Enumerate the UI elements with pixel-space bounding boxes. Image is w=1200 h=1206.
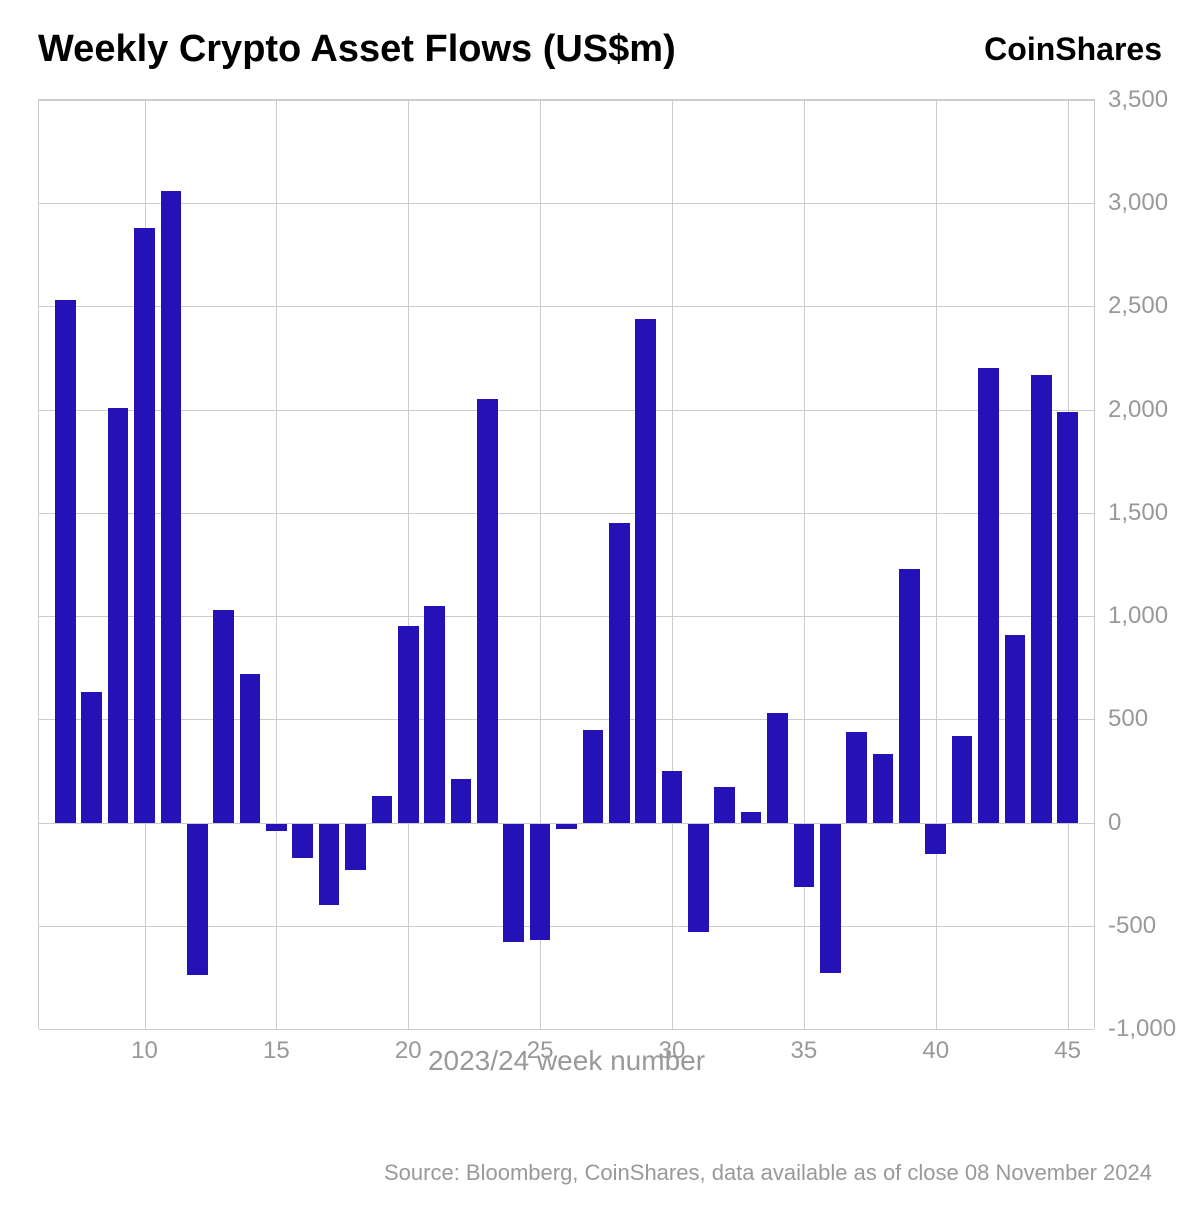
bar — [978, 368, 999, 822]
bar — [292, 823, 313, 858]
bar — [319, 823, 340, 906]
bar — [424, 606, 445, 823]
gridline-vertical — [672, 100, 673, 1029]
bar — [81, 692, 102, 822]
bar — [873, 754, 894, 822]
x-tick-label: 25 — [527, 1029, 554, 1065]
bar — [714, 787, 735, 822]
bar — [530, 823, 551, 941]
y-tick-label: 1,500 — [1094, 499, 1168, 527]
y-tick-label: 2,000 — [1094, 396, 1168, 424]
gridline-vertical — [936, 100, 937, 1029]
bar — [846, 732, 867, 823]
bar — [1057, 412, 1078, 823]
bar — [662, 771, 683, 823]
y-tick-label: -1,000 — [1094, 1015, 1176, 1043]
bar — [820, 823, 841, 974]
bar — [134, 228, 155, 823]
y-tick-label: 3,000 — [1094, 189, 1168, 217]
brand-label: CoinShares — [984, 31, 1162, 68]
x-tick-label: 40 — [922, 1029, 949, 1065]
bar — [767, 713, 788, 822]
bar — [451, 779, 472, 822]
bar — [213, 610, 234, 823]
bar — [952, 736, 973, 823]
plot-area: 2023/24 week number -1,000-50005001,0001… — [38, 99, 1095, 1029]
x-tick-label: 20 — [395, 1029, 422, 1065]
chart-title: Weekly Crypto Asset Flows (US$m) — [38, 28, 676, 71]
bar — [372, 796, 393, 823]
bar — [1005, 635, 1026, 823]
x-tick-label: 30 — [659, 1029, 686, 1065]
bar — [794, 823, 815, 887]
source-footer: Source: Bloomberg, CoinShares, data avai… — [384, 1160, 1152, 1186]
bar — [161, 191, 182, 823]
gridline-vertical — [276, 100, 277, 1029]
bar — [635, 319, 656, 823]
bar — [240, 674, 261, 823]
bar — [187, 823, 208, 976]
bar — [398, 626, 419, 822]
y-tick-label: 2,500 — [1094, 292, 1168, 320]
bar — [741, 812, 762, 822]
x-tick-label: 15 — [263, 1029, 290, 1065]
bar — [55, 300, 76, 822]
y-tick-label: 0 — [1094, 809, 1121, 837]
bar — [1031, 375, 1052, 823]
zero-line — [39, 823, 1094, 824]
bar — [477, 399, 498, 822]
bar — [609, 523, 630, 822]
bar — [108, 408, 129, 823]
y-tick-label: 3,500 — [1094, 86, 1168, 114]
y-tick-label: -500 — [1094, 912, 1156, 940]
bar — [899, 569, 920, 823]
chart-container: 2023/24 week number -1,000-50005001,0001… — [38, 99, 1095, 1069]
bar — [266, 823, 287, 831]
bar — [688, 823, 709, 932]
gridline-vertical — [408, 100, 409, 1029]
x-tick-label: 10 — [131, 1029, 158, 1065]
bar — [503, 823, 524, 943]
chart-header: Weekly Crypto Asset Flows (US$m) CoinSha… — [0, 0, 1200, 89]
y-tick-label: 500 — [1094, 705, 1148, 733]
x-tick-label: 35 — [791, 1029, 818, 1065]
bar — [925, 823, 946, 854]
bar — [583, 730, 604, 823]
bar — [345, 823, 366, 870]
gridline-vertical — [804, 100, 805, 1029]
y-tick-label: 1,000 — [1094, 602, 1168, 630]
x-tick-label: 45 — [1054, 1029, 1081, 1065]
